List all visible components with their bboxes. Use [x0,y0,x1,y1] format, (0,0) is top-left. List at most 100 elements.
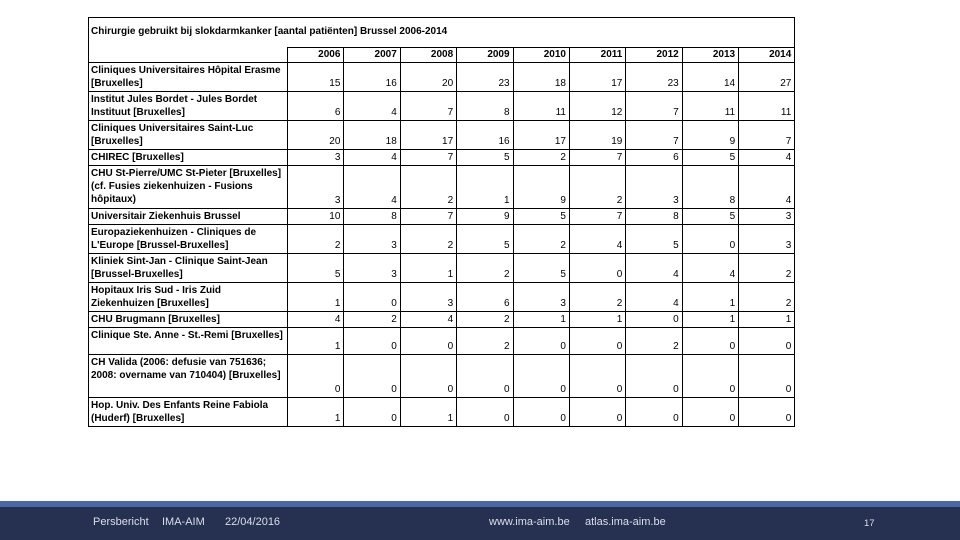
patient-count-cell: 16 [343,62,401,92]
patient-count-cell: 7 [625,120,683,150]
patient-count-cell: 2 [456,327,514,355]
patient-count-cell: 7 [399,208,458,225]
patient-count-cell: 14 [681,62,740,92]
patient-count-cell: 7 [625,91,683,121]
patient-count-cell: 8 [456,91,514,121]
patient-count-cell: 19 [568,120,627,150]
patient-count-cell: 3 [343,253,401,283]
patient-count-cell: 0 [625,397,683,427]
patient-count-cell: 16 [456,120,514,150]
patient-count-cell: 18 [343,120,401,150]
hospital-name: CHIREC [Bruxelles] [88,149,288,166]
patient-count-cell: 23 [456,62,514,92]
patient-count-cell: 17 [568,62,627,92]
patient-count-cell: 6 [286,91,345,121]
patient-count-cell: 3 [399,282,458,312]
hospital-name: CHU St-Pierre/UMC St-Pieter [Bruxelles] … [88,165,288,209]
patient-count-cell: 0 [456,397,514,427]
corner-header-cell [88,47,288,63]
patient-count-cell: 2 [568,165,627,209]
footer-link-ima-aim[interactable]: www.ima-aim.be [489,516,570,528]
footer: Persbericht IMA-AIM 22/04/2016 www.ima-a… [0,501,960,540]
patient-count-cell: 4 [625,253,683,283]
table-row: Cliniques Universitaires Saint-Luc [Brux… [88,120,796,150]
year-header-cell: 2008 [399,47,458,63]
patient-count-cell: 0 [568,397,627,427]
patient-count-cell: 17 [512,120,570,150]
patient-count-cell: 0 [399,354,458,398]
patient-count-cell: 0 [738,354,796,398]
footer-label-persbericht: Persbericht [93,516,149,528]
patient-count-cell: 7 [738,120,796,150]
patient-count-cell: 10 [286,208,345,225]
patient-count-cell: 1 [286,327,345,355]
patient-count-cell: 2 [343,311,401,328]
patient-count-cell: 9 [456,208,514,225]
patient-count-cell: 0 [343,397,401,427]
patient-count-cell: 4 [568,224,627,254]
year-header-cell: 2006 [286,47,345,63]
table-row: Cliniques Universitaires Hôpital Erasme … [88,62,796,92]
patient-count-cell: 8 [625,208,683,225]
patient-count-cell: 4 [681,253,740,283]
year-header-cell: 2012 [625,47,683,63]
table-row: Universitair Ziekenhuis Brussel 10 8 7 9 5 7 8 5… [88,208,796,225]
year-header-row: 2006 2007 2008 2009 2010 2011 2012 2013 2014 [88,47,796,63]
table-row: CHU Brugmann [Bruxelles] 4 2 4 2 1 1 0 1 1 [88,311,796,328]
patient-count-cell: 20 [286,120,345,150]
patient-count-cell: 2 [456,311,514,328]
patient-count-cell: 6 [625,149,683,166]
patient-count-cell: 7 [399,91,458,121]
hospital-name: Hop. Univ. Des Enfants Reine Fabiola (Hu… [88,397,288,427]
patient-table: Chirurgie gebruikt bij slokdarmkanker [a… [87,17,796,427]
hospital-name: CHU Brugmann [Bruxelles] [88,311,288,328]
patient-count-cell: 9 [512,165,570,209]
patient-count-cell: 7 [399,149,458,166]
patient-count-cell: 5 [512,208,570,225]
patient-count-cell: 0 [681,327,740,355]
patient-count-cell: 2 [512,224,570,254]
patient-count-cell: 0 [343,282,401,312]
hospital-name: Cliniques Universitaires Saint-Luc [Brux… [88,120,288,150]
patient-count-cell: 23 [625,62,683,92]
hospital-name: Europaziekenhuizen - Cliniques de L'Euro… [88,224,288,254]
patient-count-cell: 4 [343,91,401,121]
patient-count-cell: 3 [625,165,683,209]
patient-count-cell: 1 [399,397,458,427]
title-row: Chirurgie gebruikt bij slokdarmkanker [a… [87,17,796,48]
patient-count-cell: 0 [568,253,627,283]
patient-count-cell: 0 [681,397,740,427]
patient-count-cell: 5 [681,149,740,166]
table-row: Institut Jules Bordet - Jules Bordet Ins… [88,91,796,121]
table-row: Hopitaux Iris Sud - Iris Zuid Ziekenhuiz… [88,282,796,312]
year-header-cell: 2009 [456,47,514,63]
patient-count-cell: 2 [738,253,796,283]
patient-count-cell: 7 [568,208,627,225]
patient-count-cell: 0 [343,327,401,355]
patient-count-cell: 0 [399,327,458,355]
patient-count-cell: 20 [399,62,458,92]
patient-count-cell: 8 [343,208,401,225]
hospital-name: Hopitaux Iris Sud - Iris Zuid Ziekenhuiz… [88,282,288,312]
patient-count-cell: 5 [456,224,514,254]
patient-count-cell: 3 [286,149,345,166]
patient-count-cell: 0 [512,397,570,427]
footer-date: 22/04/2016 [225,516,281,528]
patient-count-cell: 1 [738,311,796,328]
patient-count-cell: 2 [738,282,796,312]
patient-count-cell: 2 [456,253,514,283]
hospital-name: Cliniques Universitaires Hôpital Erasme … [88,62,288,92]
patient-count-cell: 1 [681,311,740,328]
patient-count-cell: 0 [681,354,740,398]
patient-count-cell: 1 [399,253,458,283]
hospital-name: Institut Jules Bordet - Jules Bordet Ins… [88,91,288,121]
patient-count-cell: 2 [512,149,570,166]
footer-accent-stripe [0,501,960,507]
patient-count-cell: 0 [512,327,570,355]
patient-count-cell: 0 [738,327,796,355]
hospital-name: CH Valida (2006: defusie van 751636; 200… [88,354,288,398]
year-header-cell: 2014 [738,47,796,63]
patient-count-cell: 3 [343,224,401,254]
footer-link-atlas[interactable]: atlas.ima-aim.be [585,516,666,528]
